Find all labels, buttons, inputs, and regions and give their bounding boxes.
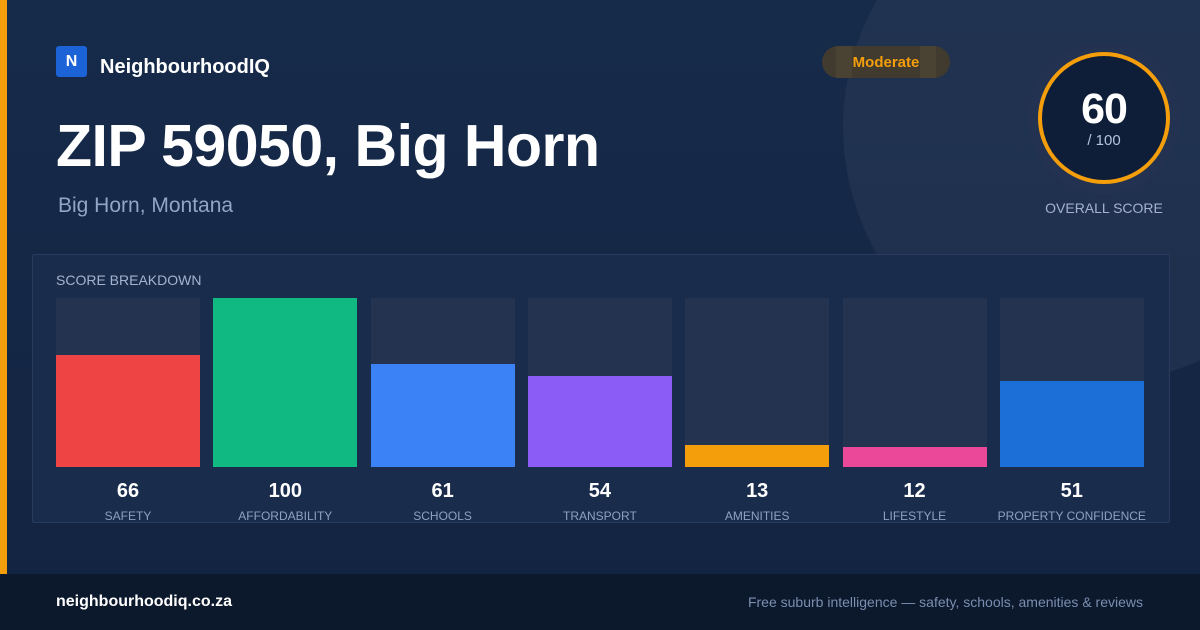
overall-score-max: / 100 [1087, 132, 1121, 149]
bar-value: 61 [431, 480, 454, 502]
bar-label: SAFETY [104, 509, 152, 523]
bar-safety: 66 SAFETY [56, 298, 200, 523]
rating-badge-label: Moderate [852, 53, 920, 71]
bar-value: 100 [268, 480, 302, 502]
page-title: ZIP 59050, Big Horn [56, 113, 600, 179]
bar-value: 66 [116, 480, 140, 502]
footer-site-link[interactable]: neighbourhoodiq.co.za [56, 593, 232, 610]
accent-stripe [0, 0, 7, 574]
bar-property-confidence: 51 PROPERTY CONFIDENCE [998, 298, 1146, 523]
bar-lifestyle: 12 LIFESTYLE [842, 298, 987, 523]
rating-badge: Moderate [822, 46, 950, 78]
brand[interactable]: N NeighbourhoodIQ [56, 46, 270, 79]
bar-fill [999, 381, 1144, 467]
footer: neighbourhoodiq.co.za Free suburb intell… [0, 574, 1200, 630]
brand-name: NeighbourhoodIQ [100, 56, 270, 78]
brand-logo-icon: N [56, 46, 87, 77]
bar-fill [56, 355, 200, 467]
overall-score-value: 60 [1081, 85, 1128, 133]
bar-track [685, 298, 830, 467]
bar-label: SCHOOLS [413, 509, 472, 523]
bar-value: 54 [588, 480, 612, 502]
bar-track [842, 298, 987, 467]
bar-value: 12 [903, 480, 926, 502]
bar-label: AFFORDABILITY [238, 509, 333, 523]
footer-tagline: Free suburb intelligence — safety, schoo… [747, 594, 1143, 610]
bar-label: AMENITIES [724, 509, 790, 523]
bar-fill [213, 298, 358, 467]
score-ring-progress [1038, 52, 1170, 184]
bar-fill [685, 445, 830, 467]
bar-fill [527, 376, 672, 467]
bar-schools: 61 SCHOOLS [370, 298, 515, 523]
bar-amenities: 13 AMENITIES [685, 298, 830, 523]
bar-label: LIFESTYLE [882, 509, 947, 523]
bar-track [213, 298, 358, 467]
location-subtitle: Big Horn, Montana [58, 194, 234, 217]
bar-affordability: 100 AFFORDABILITY [213, 298, 358, 523]
overall-score-ring: 60 [1028, 42, 1180, 194]
bar-track [56, 298, 200, 467]
bar-label: TRANSPORT [562, 509, 637, 523]
overall-score-caption: OVERALL SCORE [1045, 200, 1163, 216]
bar-fill [370, 364, 515, 467]
bar-value: 13 [746, 480, 769, 502]
bar-fill [842, 447, 987, 467]
bar-transport: 54 TRANSPORT [527, 298, 672, 523]
bar-track [370, 298, 515, 467]
bar-label: PROPERTY CONFIDENCE [997, 509, 1146, 523]
bar-track [527, 298, 672, 467]
bar-value: 51 [1060, 480, 1083, 502]
score-breakdown-panel: SCORE BREAKDOWN 66 SAFETY 100 AFFORDABILITY… [32, 254, 1170, 523]
breakdown-title: SCORE BREAKDOWN [56, 272, 202, 288]
bar-track [999, 298, 1144, 467]
